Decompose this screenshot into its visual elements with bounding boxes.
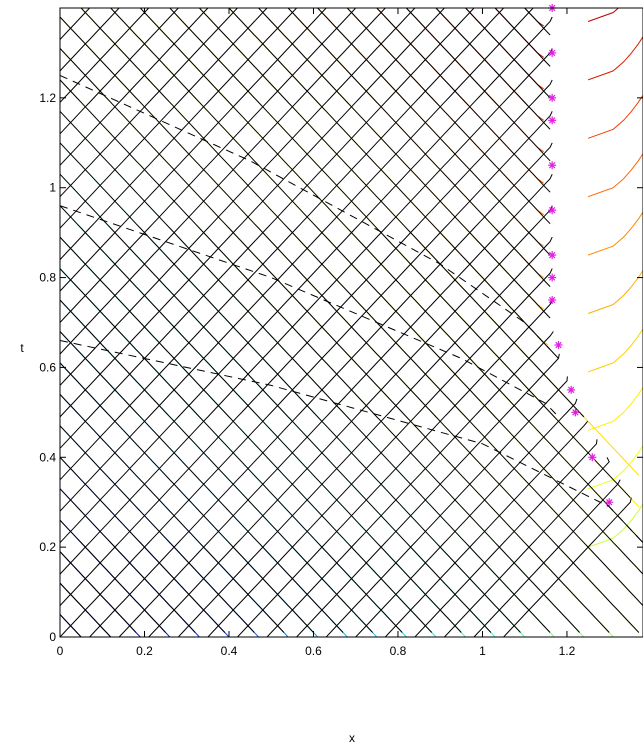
characteristic-line [473, 479, 621, 637]
shock-marker [548, 296, 557, 305]
y-tick-label: 1.2 [39, 91, 56, 105]
shock-marker [571, 408, 580, 417]
characteristic-lines [60, 8, 643, 637]
characteristic-line [60, 8, 268, 229]
dashed-line [60, 74, 551, 350]
y-tick-label: 0.6 [39, 360, 56, 374]
characteristic-line [464, 8, 551, 99]
y-tick-label: 0.4 [39, 450, 56, 464]
characteristic-line [60, 142, 521, 633]
shock-marker [588, 453, 597, 462]
plot-frame [59, 7, 643, 638]
x-tick-label: 0.6 [305, 644, 322, 658]
contour-line [587, 94, 643, 139]
characteristic-line [346, 8, 551, 225]
characteristic-line [60, 16, 640, 633]
characteristic-line [503, 497, 632, 637]
y-tick-label: 0 [49, 630, 56, 644]
characteristic-line [384, 420, 589, 637]
characteristic-line [60, 582, 112, 637]
characteristic-line [60, 110, 551, 633]
characteristic-line [287, 8, 551, 287]
shock-marker [605, 498, 614, 507]
shock-marker [567, 385, 576, 394]
dashed-lines [60, 74, 643, 544]
contour-line [587, 8, 620, 22]
shock-marker [548, 273, 557, 282]
characteristic-line [139, 8, 643, 544]
x-tick-label: 1.2 [559, 644, 576, 658]
shock-marker [548, 116, 557, 125]
characteristic-line [60, 488, 196, 633]
shock-marker [548, 93, 557, 102]
shock-marker [548, 48, 557, 57]
y-tick-label: 0.2 [39, 540, 56, 554]
characteristic-line [228, 8, 559, 359]
characteristic-line [60, 8, 209, 166]
characteristic-line [325, 376, 568, 637]
shock-marker [548, 251, 557, 260]
characteristic-line [376, 8, 551, 193]
axes: 0 0.2 0.4 0.6 0.8 1 1.2 0 0.2 0.4 0.6 0.8 1 1.2 [39, 7, 643, 658]
characteristic-line [257, 8, 551, 319]
characteristic-line [60, 456, 226, 633]
characteristic-line [60, 48, 610, 633]
characteristic-line [405, 8, 551, 162]
shock-marker [554, 340, 563, 349]
x-axis-label: x [349, 731, 355, 745]
y-tick-label: 0.8 [39, 271, 56, 285]
characteristic-line [60, 236, 433, 633]
y-axis-label: t [20, 341, 24, 355]
characteristic-line [198, 8, 585, 418]
plot-area-background [60, 8, 643, 637]
x-tick-label: 0.4 [221, 644, 238, 658]
characteristic-line [355, 398, 578, 637]
contour-line [587, 152, 643, 198]
y-tick-label: 1 [49, 181, 56, 195]
dashed-line [60, 340, 643, 544]
characteristic-line [60, 614, 82, 637]
characteristic-line [60, 8, 61, 9]
characteristic-line [110, 8, 643, 575]
x-tick-label: 0.8 [390, 644, 407, 658]
shock-marker [548, 206, 557, 215]
characteristic-line [60, 299, 373, 633]
characteristic-line [296, 353, 560, 637]
characteristic-line [60, 362, 314, 633]
characteristic-line [60, 425, 255, 633]
characteristic-line [60, 205, 462, 633]
characteristic-line [60, 173, 492, 633]
x-tick-label: 1 [479, 644, 486, 658]
characteristic-line [169, 8, 631, 499]
characteristic-line [60, 8, 239, 198]
characteristic-line [60, 551, 137, 633]
characteristic-line [60, 519, 166, 633]
characteristic-line [60, 79, 580, 633]
characteristic-line [317, 8, 551, 256]
x-tick-label: 0 [57, 644, 64, 658]
characteristic-line [60, 331, 344, 633]
x-tick-label: 0.2 [136, 644, 153, 658]
characteristic-line [60, 394, 285, 633]
characteristic-line [414, 439, 598, 637]
characteristic-line [60, 8, 179, 135]
characteristic-line [435, 8, 551, 130]
contour-line [587, 35, 643, 81]
characteristic-line [60, 8, 150, 103]
shock-marker [548, 161, 557, 170]
characteristic-line [60, 268, 403, 633]
characteristic-line [60, 8, 298, 260]
characteristic-line [80, 8, 643, 607]
